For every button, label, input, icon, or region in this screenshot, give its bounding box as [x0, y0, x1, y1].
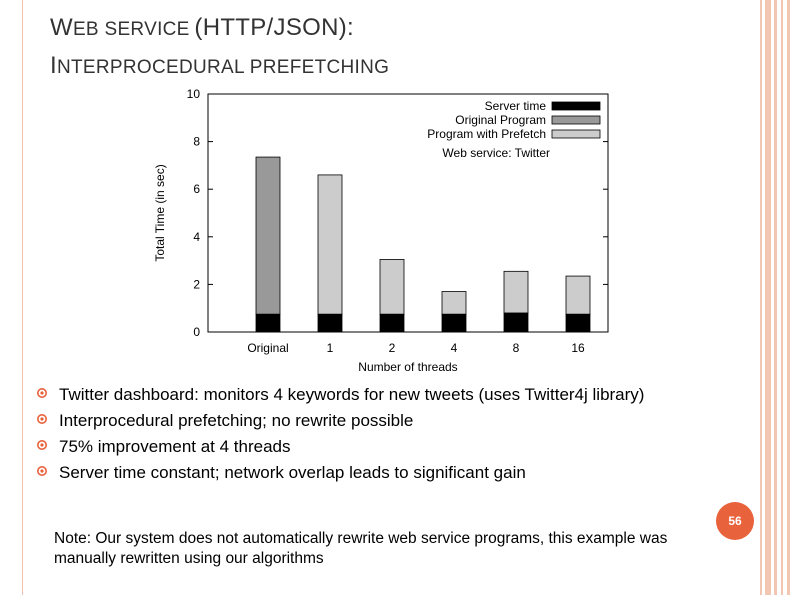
plot-frame — [207, 93, 609, 333]
bullet-ring-icon — [37, 388, 47, 398]
bullet-ring-icon — [37, 466, 47, 476]
slide-title-line1: WEB SERVICE (HTTP/JSON): — [50, 14, 354, 42]
bullet-item: Server time constant; network overlap le… — [36, 463, 676, 482]
title-rest: EB SERVICE — [72, 19, 190, 40]
bar-segment-program-with-prefetch — [565, 275, 591, 315]
x-tick-label: 8 — [513, 341, 520, 355]
bullet-text: Server time constant; network overlap le… — [59, 463, 526, 482]
title2-cap: I — [50, 52, 57, 79]
title-paren: (HTTP/JSON): — [194, 14, 354, 41]
right-decor-stripe-3 — [774, 0, 777, 595]
bar-segment-server-time — [255, 313, 281, 333]
legend-swatch — [551, 129, 601, 139]
y-tick-label: 10 — [187, 87, 201, 101]
bullet-text: 75% improvement at 4 threads — [59, 437, 291, 456]
y-axis-label: Total Time (in sec) — [153, 164, 167, 261]
x-tick-label: 4 — [451, 341, 458, 355]
x-tick-label: 1 — [327, 341, 334, 355]
x-axis-label: Number of threads — [358, 360, 457, 374]
right-decor-stripe-5 — [787, 0, 790, 595]
x-tick-label: 2 — [389, 341, 396, 355]
legend-label: Original Program — [455, 113, 546, 127]
title2-rest: NTERPROCEDURAL PREFETCHING — [56, 57, 390, 78]
bar-segment-server-time — [317, 313, 343, 333]
slide-title-line2: INTERPROCEDURAL PREFETCHING — [50, 52, 389, 80]
title-cap: W — [50, 14, 73, 41]
legend-swatch — [551, 115, 601, 125]
bullet-text: Interprocedural prefetching; no rewrite … — [59, 411, 414, 430]
bullet-ring-icon — [37, 440, 47, 450]
bullet-ring-icon — [37, 414, 47, 424]
bar-segment-program-with-prefetch — [503, 270, 529, 314]
x-tick-label: 16 — [571, 341, 585, 355]
right-decor-stripe-2 — [765, 0, 771, 595]
x-tick-label: Original — [247, 341, 288, 355]
right-decor-stripe-1 — [760, 0, 762, 595]
bullet-list: Twitter dashboard: monitors 4 keywords f… — [36, 385, 676, 489]
left-decor-line — [22, 0, 23, 595]
legend-swatch — [551, 101, 601, 111]
bar-segment-server-time — [379, 313, 405, 333]
y-tick-label: 0 — [193, 325, 200, 339]
bar-segment-original-program — [255, 156, 281, 315]
bar-segment-program-with-prefetch — [441, 291, 467, 315]
page-number-badge: 56 — [716, 502, 754, 540]
bullet-item: Interprocedural prefetching; no rewrite … — [36, 411, 676, 430]
chart-plot-area: 0 2 4 6 8 10 Original 1 2 4 8 16 Server timeOriginal… — [187, 87, 609, 355]
bar-segment-server-time — [503, 312, 529, 333]
legend-label: Program with Prefetch — [427, 127, 546, 141]
bullet-item: 75% improvement at 4 threads — [36, 437, 676, 456]
y-tick-label: 8 — [193, 135, 200, 149]
y-tick-label: 6 — [193, 182, 200, 196]
right-decor-stripe-4 — [781, 0, 783, 595]
y-tick-label: 2 — [193, 277, 200, 291]
bar-segment-server-time — [441, 313, 467, 333]
bullet-item: Twitter dashboard: monitors 4 keywords f… — [36, 385, 676, 404]
bar-segment-program-with-prefetch — [379, 259, 405, 315]
bar-segment-server-time — [565, 313, 591, 333]
footnote: Note: Our system does not automatically … — [54, 530, 668, 567]
bar-segment-program-with-prefetch — [317, 174, 343, 315]
stacked-bar-chart: 0 2 4 6 8 10 Original 1 2 4 8 16 Server timeOriginal… — [153, 87, 609, 374]
bullet-text: Twitter dashboard: monitors 4 keywords f… — [59, 385, 645, 404]
y-tick-label: 4 — [193, 230, 200, 244]
legend-label: Server time — [485, 99, 547, 113]
legend-title: Web service: Twitter — [442, 146, 550, 160]
